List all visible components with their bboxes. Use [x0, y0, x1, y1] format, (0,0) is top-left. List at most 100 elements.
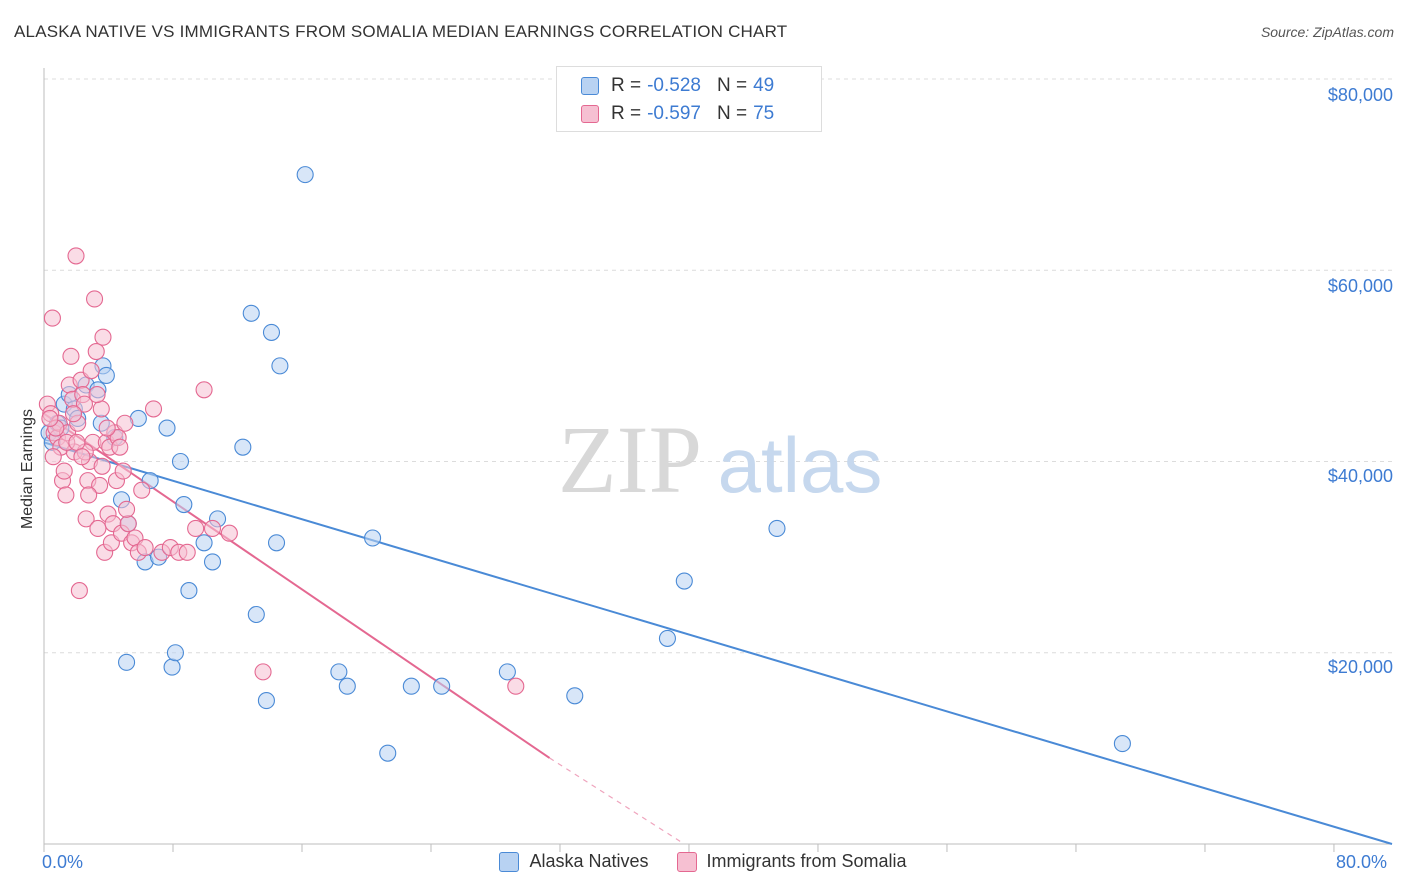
chart-source: Source: ZipAtlas.com — [1260, 24, 1394, 40]
watermark-atlas: atlas — [718, 421, 883, 509]
somalia-point — [114, 462, 132, 480]
alaska-swatch — [581, 77, 599, 95]
watermark: ZIP atlas — [558, 406, 882, 513]
alaska-point — [180, 582, 198, 600]
alaska-point — [296, 166, 314, 184]
alaska-point — [163, 658, 181, 676]
somalia-point — [67, 247, 85, 265]
somalia-point — [70, 582, 88, 600]
y-tick-label-40000: $40,000 — [1327, 466, 1393, 486]
alaska-point — [330, 663, 348, 681]
somalia-point — [41, 409, 59, 428]
somalia-point — [111, 438, 129, 456]
somalia-point — [57, 486, 75, 504]
alaska-point — [338, 677, 356, 695]
somalia-point — [136, 539, 154, 557]
somalia-point — [73, 448, 91, 466]
somalia-point — [93, 457, 111, 475]
r-label: R = — [611, 103, 642, 124]
somalia-point — [178, 543, 196, 561]
alaska-point — [658, 629, 677, 647]
alaska-trend-line — [43, 441, 1393, 845]
somalia-point — [77, 510, 95, 528]
alaska-point — [566, 687, 584, 705]
alaska-point — [1113, 735, 1131, 753]
y-tick-label-60000: $60,000 — [1327, 276, 1393, 296]
somalia-point — [144, 400, 163, 418]
somalia-point — [89, 519, 107, 537]
somalia-point — [88, 386, 106, 404]
alaska-point — [171, 452, 190, 471]
legend-item-alaska-natives[interactable]: Alaska Natives — [499, 851, 649, 872]
alaska-point — [158, 419, 176, 437]
somalia-point — [44, 448, 62, 466]
alaska-point — [675, 572, 693, 590]
alaska-point — [118, 653, 136, 671]
somalia-trend-extension — [549, 757, 685, 845]
y-axis-title: Median Earnings — [19, 408, 36, 530]
somalia-point — [68, 433, 86, 451]
series-legend: Alaska Natives Immigrants from Somalia — [0, 851, 1406, 872]
somalia-point — [98, 419, 116, 437]
stats-row-alaska: R = -0.528 N = 49 — [581, 75, 780, 97]
legend-label: Immigrants from Somalia — [706, 851, 907, 871]
somalia-point — [87, 342, 105, 361]
somalia-point — [91, 476, 109, 494]
axes — [43, 68, 1392, 852]
somalia-point — [92, 400, 110, 418]
alaska-point — [195, 534, 213, 552]
alaska-point — [175, 495, 193, 514]
somalia-point — [64, 405, 83, 423]
legend-label: Alaska Natives — [529, 851, 649, 871]
somalia-point — [187, 519, 205, 537]
alaska-point — [379, 744, 397, 762]
stats-row-somalia: R = -0.597 N = 75 — [581, 103, 780, 125]
alaska-point — [242, 304, 260, 322]
somalia-point — [220, 524, 238, 542]
x-tick-label-max: 80.0% — [1336, 852, 1388, 872]
somalia-point — [195, 381, 213, 399]
alaska-point — [234, 438, 252, 456]
alaska-legend-swatch — [499, 851, 520, 872]
x-tick-label-min: 0.0% — [42, 852, 84, 872]
alaska-point — [203, 553, 222, 571]
somalia-point — [80, 486, 98, 504]
alaska-point — [433, 677, 451, 695]
data-points — [38, 166, 1131, 762]
somalia-point — [507, 677, 525, 695]
n-value: 49 — [753, 75, 775, 96]
somalia-swatch — [581, 105, 599, 123]
alaska-point — [262, 323, 281, 341]
alaska-point — [402, 677, 420, 695]
somalia-point — [55, 462, 73, 480]
alaska-point — [97, 366, 115, 384]
alaska-point — [166, 644, 184, 662]
chart-title: ALASKA NATIVE VS IMMIGRANTS FROM SOMALIA… — [14, 22, 788, 41]
somalia-point — [82, 362, 100, 380]
y-tick-label-20000: $20,000 — [1327, 657, 1393, 677]
legend-item-somalia[interactable]: Immigrants from Somalia — [676, 851, 907, 872]
stats-legend: R = -0.528 N = 49 R = -0.597 N = 75 — [556, 66, 822, 132]
alaska-point — [768, 519, 786, 537]
alaska-point — [498, 663, 516, 681]
somalia-legend-swatch — [676, 851, 697, 872]
r-value: -0.597 — [647, 103, 701, 124]
somalia-point — [94, 328, 112, 346]
watermark-zip: ZIP — [558, 406, 702, 513]
alaska-point — [247, 605, 265, 624]
alaska-point — [364, 529, 382, 547]
somalia-point — [75, 395, 93, 413]
alaska-point — [257, 692, 275, 710]
somalia-point — [133, 481, 151, 499]
somalia-point — [116, 414, 134, 432]
r-label: R = — [611, 75, 642, 96]
r-value: -0.528 — [647, 75, 701, 96]
alaska-point — [267, 534, 286, 552]
somalia-point — [254, 663, 272, 681]
somalia-point — [203, 519, 222, 537]
n-label: N = — [716, 75, 748, 96]
somalia-point — [118, 500, 136, 518]
somalia-point — [119, 515, 137, 533]
somalia-point — [43, 309, 61, 327]
